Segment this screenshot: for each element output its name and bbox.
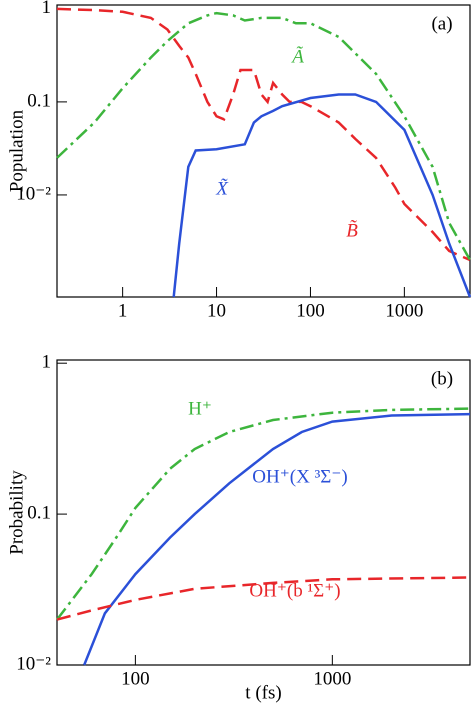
y-axis-label: Probability: [6, 470, 27, 555]
series-line: [56, 407, 471, 621]
panel-label: (b): [431, 368, 453, 389]
panel-label: (a): [431, 13, 452, 34]
plot-frame: [56, 4, 471, 298]
y-tick-label: 10⁻²: [16, 653, 51, 674]
x-tick-label: 100: [296, 300, 325, 321]
x-tick-label: 10: [207, 300, 226, 321]
x-tick-label: 1000: [385, 300, 423, 321]
series-label: OH⁺(b ¹Σ⁺): [249, 580, 340, 601]
series-label: H⁺: [188, 398, 212, 419]
series-line: [56, 7, 471, 262]
series-label: B̃: [346, 220, 358, 241]
x-tick-label: 100: [121, 668, 150, 689]
series-line: [172, 93, 472, 298]
y-tick-label: 1: [42, 352, 52, 373]
series-label: X̃: [215, 178, 229, 199]
y-tick-label: 0.1: [27, 502, 51, 523]
x-axis-label: t (fs): [245, 682, 281, 703]
series-line: [56, 576, 471, 621]
y-axis-label: Population: [6, 109, 27, 192]
series-label: OH⁺(X ³Σ⁻): [252, 466, 347, 487]
plot-frame: [56, 359, 471, 666]
series-line: [83, 412, 471, 666]
x-tick-label: 1: [118, 300, 128, 321]
series-line: [56, 11, 472, 261]
series-label: Ã: [290, 46, 304, 67]
y-tick-label: 0.1: [27, 90, 51, 111]
x-tick-label: 1000: [313, 668, 351, 689]
y-tick-label: 10⁻²: [16, 183, 51, 204]
y-tick-label: 1: [42, 0, 52, 18]
